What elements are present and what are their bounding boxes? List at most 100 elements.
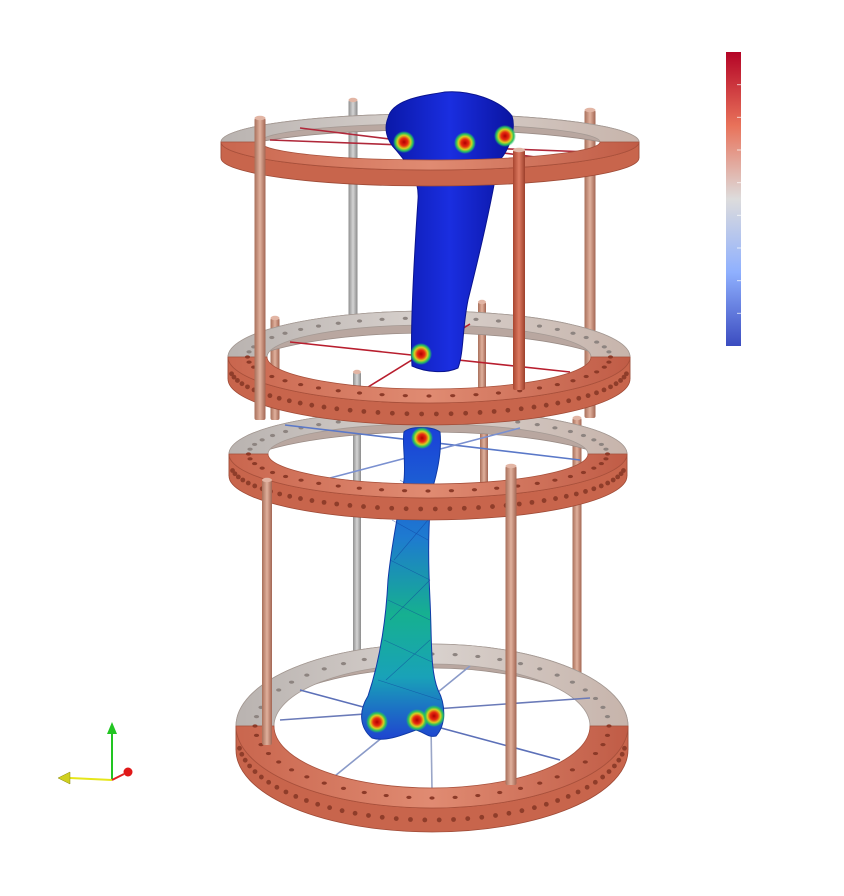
ring-2-side-hole bbox=[518, 406, 524, 412]
ring-4-side-hole bbox=[622, 745, 627, 751]
ring-4-hole bbox=[537, 781, 543, 785]
ring-4-hole bbox=[276, 688, 282, 692]
hotspot-1 bbox=[393, 131, 415, 153]
ring-3-hole bbox=[245, 452, 252, 456]
ring-4-side-hole bbox=[327, 805, 333, 811]
ring-3-side-hole bbox=[235, 474, 241, 480]
colorbar-ticks bbox=[737, 84, 741, 314]
ring-4-hole bbox=[452, 653, 458, 657]
lower-bone-fragment[interactable] bbox=[361, 427, 445, 740]
ring-2-side-hole bbox=[276, 395, 282, 401]
ring-4-side-hole bbox=[252, 769, 258, 774]
ring-2-side-hole bbox=[555, 400, 561, 406]
rod-9-cap bbox=[513, 147, 525, 153]
ring-4-front-face bbox=[235, 725, 629, 809]
rod-1 bbox=[348, 100, 358, 318]
ring-3-hole bbox=[604, 452, 611, 456]
ring-4-side-hole bbox=[606, 769, 612, 774]
ring-3-hole bbox=[282, 429, 289, 434]
ring-4-hole bbox=[592, 751, 599, 756]
ring-4-hole bbox=[361, 790, 367, 795]
ring-3-side-hole bbox=[245, 480, 251, 486]
ring-2-hole bbox=[495, 319, 502, 323]
ring-4-hole bbox=[383, 793, 389, 798]
ring-4-hole bbox=[304, 673, 310, 677]
ring-2-hole bbox=[315, 386, 322, 390]
ring-2-hole bbox=[606, 350, 612, 354]
ring-3-hole bbox=[448, 489, 455, 493]
ring-2-side-hole bbox=[566, 398, 572, 404]
ring-4-hole bbox=[569, 680, 576, 684]
ring-4-side-hole bbox=[555, 798, 561, 803]
ring-4-hole bbox=[582, 688, 588, 692]
ring-4-side-hole bbox=[584, 784, 590, 790]
ring-4-hole bbox=[517, 662, 524, 666]
ring-3-hole bbox=[591, 438, 597, 442]
ring-4-side-hole bbox=[451, 817, 456, 822]
hotspot-3 bbox=[494, 125, 516, 147]
ring-2-hole bbox=[583, 335, 589, 340]
ring-4-hole bbox=[265, 751, 272, 756]
axis-z-head bbox=[123, 767, 133, 777]
ring-2-side-hole bbox=[624, 371, 629, 377]
ring-4-side-hole bbox=[465, 816, 471, 821]
rod-11-cap bbox=[505, 463, 517, 469]
bone-mesh-lines bbox=[377, 479, 441, 701]
ring-4-side-hole bbox=[303, 798, 309, 803]
ring-2-side-hole bbox=[375, 410, 381, 415]
ring-2-side-hole bbox=[286, 398, 292, 404]
ring-3-hole bbox=[316, 423, 322, 427]
ring-2-side-hole bbox=[576, 395, 582, 401]
hotspot-7 bbox=[406, 709, 428, 731]
ring-3-side-hole bbox=[615, 474, 621, 480]
ring-3-side-hole bbox=[618, 471, 624, 477]
ring-4-side-hole bbox=[366, 813, 371, 818]
front-rods bbox=[254, 115, 525, 785]
ring-4-side-hole bbox=[436, 817, 442, 823]
ring-4-side-hole bbox=[379, 814, 385, 820]
ring-2-side-hole bbox=[239, 381, 245, 387]
ring-3-hole bbox=[259, 438, 265, 442]
ring-3-hole bbox=[356, 486, 362, 490]
ring-4-side-hole bbox=[619, 751, 625, 757]
orientation-axes-icon bbox=[57, 722, 133, 785]
ring-4-hole bbox=[604, 715, 611, 719]
ring-3-side-hole bbox=[605, 480, 611, 486]
ring-2-side-hole bbox=[229, 371, 234, 377]
ring-3-hole bbox=[598, 461, 604, 466]
ring-2-hole bbox=[426, 394, 432, 398]
ring-2-side-hole bbox=[433, 411, 439, 417]
ring-3-hole bbox=[252, 461, 258, 466]
ring-2-side-hole bbox=[531, 404, 537, 410]
ring-3-hole bbox=[335, 420, 341, 424]
ring-2-hole bbox=[298, 327, 304, 332]
ring-2-side-hole bbox=[448, 411, 454, 417]
ring-4-side-hole bbox=[237, 745, 242, 751]
rod-5 bbox=[353, 372, 361, 665]
ring-3-hole bbox=[316, 481, 322, 485]
ring-3-hole bbox=[425, 489, 431, 493]
ring-2-side-hole bbox=[297, 400, 303, 406]
ring-2-side-hole bbox=[361, 409, 367, 414]
ring-2-front-face bbox=[227, 356, 631, 404]
ring-4-side-hole bbox=[479, 814, 485, 820]
ring-2-side-hole bbox=[309, 402, 315, 408]
stress-hotspots bbox=[366, 125, 516, 733]
ring-4-side-hole bbox=[592, 779, 598, 785]
ring-4-hole bbox=[537, 667, 543, 671]
axis-y-arrowhead bbox=[107, 722, 117, 734]
ring-4-hole bbox=[253, 715, 260, 719]
ring-4-hole bbox=[276, 760, 282, 764]
ring-2-hole bbox=[606, 360, 612, 364]
ring-3-side-hole bbox=[418, 506, 424, 512]
ring-2-hole bbox=[246, 360, 252, 364]
ring-2-hole bbox=[473, 317, 479, 321]
ring-3-side-hole bbox=[252, 483, 258, 489]
ring-2-hole bbox=[246, 350, 252, 354]
ring-2-hole bbox=[583, 374, 589, 379]
ring-3-hole bbox=[534, 423, 540, 427]
ring-4-side-hole bbox=[266, 779, 272, 785]
colorbar-gradient bbox=[726, 52, 741, 346]
